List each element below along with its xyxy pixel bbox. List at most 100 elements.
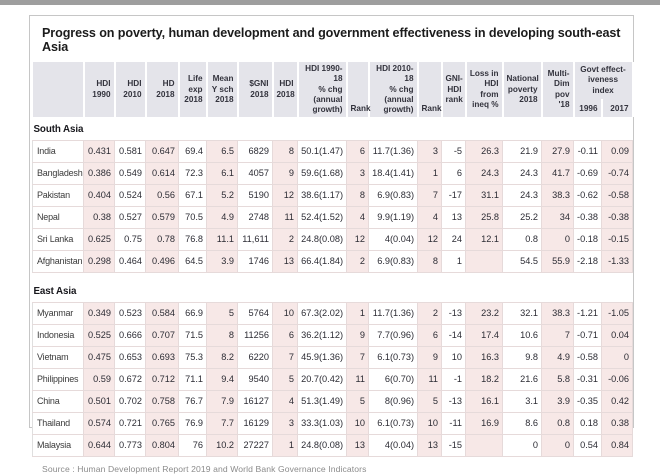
- table-cell: 6(0.70): [368, 368, 418, 392]
- table-cell: 76.9: [178, 412, 207, 436]
- table-cell: 0.59: [83, 368, 115, 392]
- table-cell: -5: [441, 140, 466, 164]
- table-cell: 11.7(1.36): [368, 140, 418, 164]
- column-header: Mean Y sch 2018: [206, 62, 239, 118]
- table-cell: 0.8: [541, 412, 574, 436]
- table-cell: 31.1: [465, 184, 503, 208]
- table-cell: 12: [417, 228, 442, 252]
- table-cell: 5190: [237, 184, 273, 208]
- table-cell: 38.3: [541, 302, 574, 326]
- table-cell: 0: [502, 434, 542, 458]
- table-row: Vietnam 0.475 0.653 0.693 75.3 8.2 6220 7 45.9(1…: [32, 346, 634, 370]
- table-cell: 9: [346, 324, 369, 348]
- table-cell: 0.644: [83, 434, 115, 458]
- table-cell: 27.9: [541, 140, 574, 164]
- table-cell: 0.18: [573, 412, 602, 436]
- table-cell: 0.04: [600, 324, 634, 348]
- table-cell: 3: [417, 140, 442, 164]
- column-header: HDI 1990-18 % chg (annual growth): [297, 62, 348, 118]
- table-cell: 2748: [237, 206, 273, 230]
- table-cell: 72.3: [178, 162, 207, 186]
- header-row-1: HDI 1990 HDI 2010 HD 2018 Life exp 2018 Mean…: [32, 62, 634, 118]
- table-cell: 11: [346, 368, 369, 392]
- table-cell: 13: [346, 434, 369, 458]
- column-header: Loss in HDI from ineq %: [465, 62, 504, 118]
- table-cell: 0.349: [83, 302, 115, 326]
- table-cell: -17: [441, 184, 466, 208]
- table-cell: 50.1(1.47): [297, 140, 347, 164]
- table-cell: 0.09: [600, 140, 634, 164]
- country-cell: China: [32, 390, 84, 414]
- table-cell: 36.2(1.12): [297, 324, 347, 348]
- table-cell: 12.1: [465, 228, 503, 252]
- table-row: Pakistan 0.404 0.524 0.56 67.1 5.2 5190 12 38.6(…: [32, 184, 634, 208]
- table-cell: 6: [441, 162, 466, 186]
- table-cell: 0.527: [114, 206, 146, 230]
- table-cell: 7: [346, 346, 369, 370]
- table-cell: -0.15: [600, 228, 634, 252]
- table-cell: 21.6: [502, 368, 542, 392]
- table-cell: 21.9: [502, 140, 542, 164]
- table-cell: 10: [346, 412, 369, 436]
- table-cell: 0.523: [114, 302, 146, 326]
- table-cell: 41.7: [541, 162, 574, 186]
- table-row: Malaysia 0.644 0.773 0.804 76 10.2 27227 1 24.8(…: [32, 434, 634, 458]
- table-cell: 4: [346, 206, 369, 230]
- table-cell: 6.9(0.83): [368, 184, 418, 208]
- column-header: Rank: [417, 62, 443, 118]
- table-cell: 59.6(1.68): [297, 162, 347, 186]
- table-cell: 0.75: [114, 228, 146, 252]
- table-cell: 38.6(1.17): [297, 184, 347, 208]
- table-cell: 76: [178, 434, 207, 458]
- table-row: India 0.431 0.581 0.647 69.4 6.5 6829 8 50.1(1.4…: [32, 140, 634, 164]
- table-cell: 6: [272, 324, 298, 348]
- table-cell: 27227: [237, 434, 273, 458]
- table-cell: 0.653: [114, 346, 146, 370]
- table-cell: 8: [346, 184, 369, 208]
- country-cell: Afghanistan: [32, 250, 84, 274]
- table-cell: 9.9(1.19): [368, 206, 418, 230]
- country-cell: Myanmar: [32, 302, 84, 326]
- table-cell: 5: [346, 390, 369, 414]
- page-title: Progress on poverty, human development a…: [42, 26, 621, 54]
- table-cell: 1: [272, 434, 298, 458]
- table-cell: 3: [346, 162, 369, 186]
- table-cell: 3.9: [206, 250, 238, 274]
- column-header: Rank: [346, 62, 371, 118]
- table-row: Philippines 0.59 0.672 0.712 71.1 9.4 9540 5 20.…: [32, 368, 634, 392]
- column-header: HDI 2018: [272, 62, 299, 118]
- table-cell: 5: [206, 302, 238, 326]
- country-cell: Indonesia: [32, 324, 84, 348]
- table-cell: 24: [441, 228, 466, 252]
- table-cell: -13: [441, 302, 466, 326]
- section-row: South Asia: [32, 117, 633, 141]
- table-cell: 25.8: [465, 206, 503, 230]
- table-cell: 71.1: [178, 368, 207, 392]
- table-cell: 4(0.04): [368, 228, 418, 252]
- table-cell: -0.71: [573, 324, 602, 348]
- table-cell: 9.8: [502, 346, 542, 370]
- table-cell: 1746: [237, 250, 273, 274]
- table-cell: 18.4(1.41): [368, 162, 418, 186]
- table-cell: -14: [441, 324, 466, 348]
- table-cell: -13: [441, 390, 466, 414]
- table-cell: 6.5: [206, 140, 238, 164]
- data-table: HDI 1990 HDI 2010 HD 2018 Life exp 2018 Mean…: [32, 62, 634, 458]
- table-cell: 16.1: [465, 390, 503, 414]
- table-cell: 1: [417, 162, 442, 186]
- table-cell: -1.33: [600, 250, 634, 274]
- country-cell: Nepal: [32, 206, 84, 230]
- table-cell: 18.2: [465, 368, 503, 392]
- table-cell: 3.9: [541, 390, 574, 414]
- country-cell: Malaysia: [32, 434, 84, 458]
- table-cell: 8: [272, 140, 298, 164]
- table-cell: 0.42: [600, 390, 634, 414]
- table-cell: 24.3: [502, 162, 542, 186]
- table-cell: 9540: [237, 368, 273, 392]
- table-cell: 0.574: [83, 412, 115, 436]
- table-cell: -0.58: [600, 184, 634, 208]
- section-label: South Asia: [32, 117, 633, 141]
- table-cell: 11.1: [206, 228, 238, 252]
- table-cell: 11: [417, 368, 442, 392]
- table-cell: [465, 434, 503, 458]
